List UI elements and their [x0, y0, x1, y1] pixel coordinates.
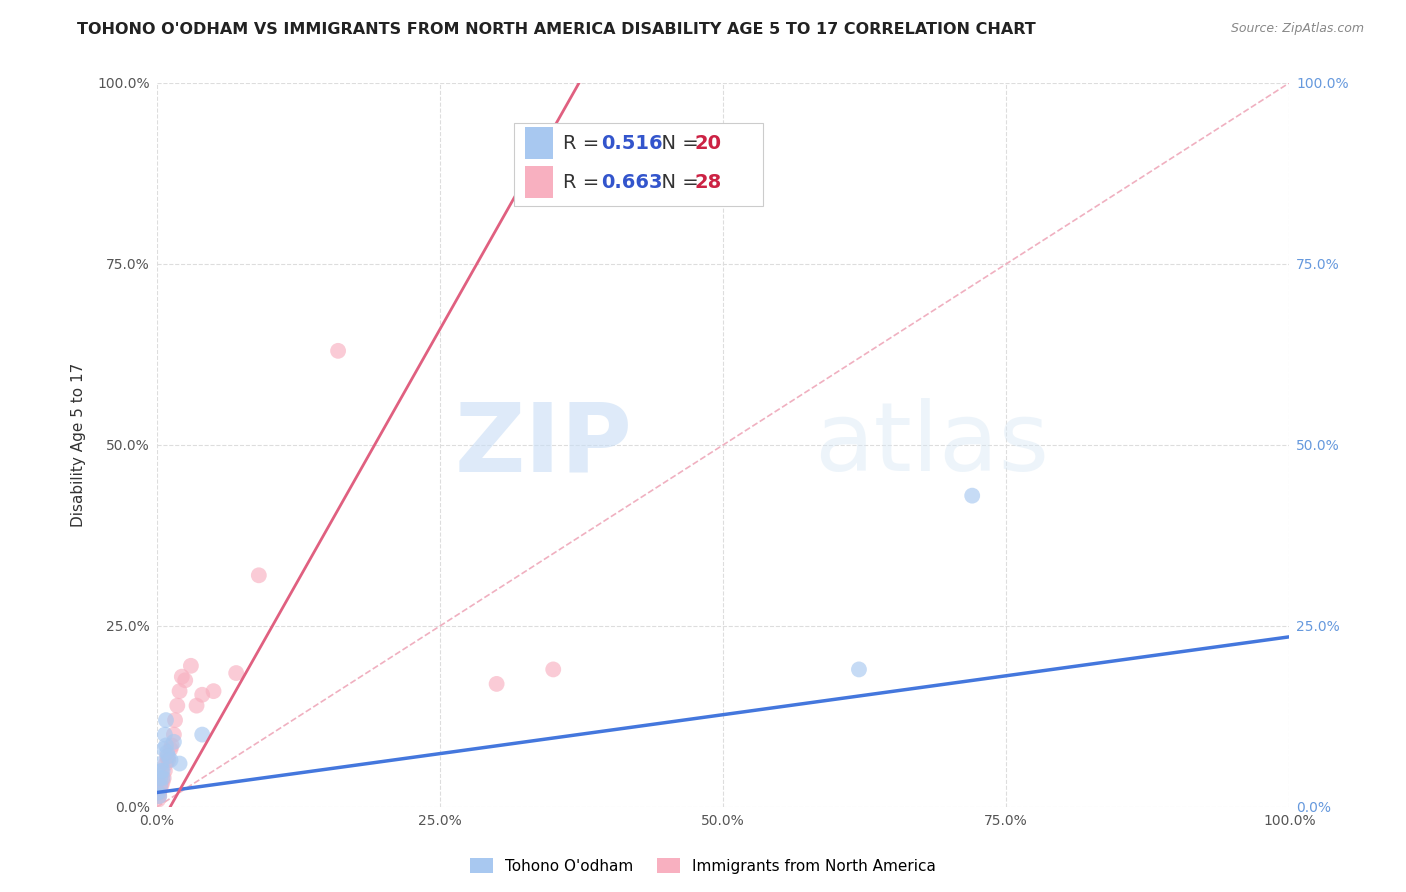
Point	[166, 698, 188, 713]
Point	[157, 749, 180, 764]
Point	[156, 746, 179, 760]
Point	[163, 728, 186, 742]
Point	[160, 739, 183, 753]
Point	[152, 764, 174, 778]
Point	[150, 764, 173, 778]
Point	[150, 756, 173, 771]
Point	[485, 677, 508, 691]
Y-axis label: Disability Age 5 to 17: Disability Age 5 to 17	[72, 363, 86, 527]
Text: 20: 20	[695, 134, 721, 153]
FancyBboxPatch shape	[524, 166, 553, 198]
Point	[148, 789, 170, 804]
Point	[153, 728, 176, 742]
Text: 28: 28	[695, 173, 723, 192]
Point	[159, 742, 181, 756]
Point	[180, 658, 202, 673]
Text: N =: N =	[650, 134, 706, 153]
Text: N =: N =	[650, 173, 706, 192]
Text: ZIP: ZIP	[454, 399, 633, 491]
Text: 0.663: 0.663	[600, 173, 662, 192]
Point	[155, 713, 177, 727]
Point	[149, 771, 172, 785]
Point	[157, 753, 180, 767]
Legend: Tohono O'odham, Immigrants from North America: Tohono O'odham, Immigrants from North Am…	[464, 852, 942, 880]
Point	[960, 489, 983, 503]
Point	[155, 756, 177, 771]
Point	[152, 771, 174, 785]
Point	[150, 778, 173, 792]
Point	[191, 728, 214, 742]
FancyBboxPatch shape	[513, 123, 762, 206]
Point	[174, 673, 197, 688]
Point	[202, 684, 225, 698]
Point	[247, 568, 270, 582]
Point	[148, 789, 170, 804]
Point	[146, 785, 169, 799]
Point	[146, 793, 169, 807]
Point	[163, 735, 186, 749]
Point	[159, 753, 181, 767]
Point	[155, 739, 177, 753]
Text: atlas: atlas	[814, 399, 1049, 491]
Point	[169, 684, 191, 698]
Point	[149, 781, 172, 796]
Point	[541, 662, 564, 676]
Point	[152, 742, 174, 756]
Point	[152, 771, 174, 785]
Point	[148, 785, 170, 799]
Point	[225, 666, 247, 681]
Point	[186, 698, 208, 713]
Point	[170, 670, 193, 684]
Text: TOHONO O'ODHAM VS IMMIGRANTS FROM NORTH AMERICA DISABILITY AGE 5 TO 17 CORRELATI: TOHONO O'ODHAM VS IMMIGRANTS FROM NORTH …	[77, 22, 1036, 37]
Point	[156, 749, 179, 764]
Point	[153, 764, 176, 778]
Point	[163, 713, 186, 727]
FancyBboxPatch shape	[524, 127, 553, 160]
Text: R =: R =	[564, 173, 606, 192]
Point	[191, 688, 214, 702]
Point	[169, 756, 191, 771]
Point	[152, 774, 174, 789]
Text: R =: R =	[564, 134, 606, 153]
Text: Source: ZipAtlas.com: Source: ZipAtlas.com	[1230, 22, 1364, 36]
Point	[326, 343, 349, 358]
Point	[149, 778, 172, 792]
Point	[848, 662, 870, 676]
Text: 0.516: 0.516	[600, 134, 662, 153]
